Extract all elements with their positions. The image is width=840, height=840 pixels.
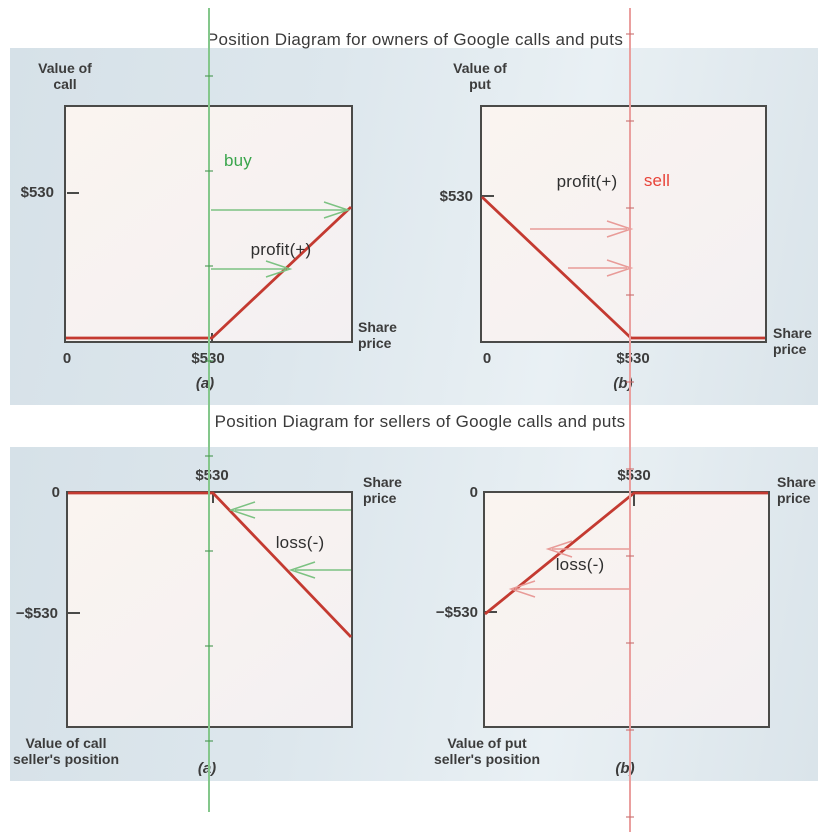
owners-put-zero-label: 0 bbox=[482, 350, 492, 367]
sellers-call-xaxis-label: Share price bbox=[363, 474, 402, 506]
sellers-call-payoff-line bbox=[68, 491, 353, 638]
sellers-put-caption: Value of put seller's position bbox=[433, 735, 541, 767]
owners-put-ytick-label: $530 bbox=[439, 188, 473, 205]
sell-label: sell bbox=[643, 171, 671, 190]
sellers-call-caption: Value of call seller's position bbox=[12, 735, 120, 767]
loss-arrowhead bbox=[508, 580, 536, 598]
loss-arrowhead bbox=[228, 501, 256, 519]
buy-label: buy bbox=[224, 151, 253, 170]
sellers-call-zero-label: 0 bbox=[51, 484, 60, 501]
loss-label: loss(-) bbox=[555, 555, 605, 574]
loss-label: loss(-) bbox=[275, 533, 325, 552]
sellers-title: Position Diagram for sellers of Google c… bbox=[214, 412, 626, 431]
sellers-call-neg-label: −$530 bbox=[15, 605, 58, 622]
owners-call-zero-label: 0 bbox=[62, 350, 72, 367]
loss-arrowhead bbox=[545, 540, 573, 558]
sellers-put-xaxis-label: Share price bbox=[777, 474, 816, 506]
owners-put-xaxis-label: Share price bbox=[773, 325, 812, 357]
sellers-put-neg-label: −$530 bbox=[435, 604, 478, 621]
sellers-put-zero-label: 0 bbox=[469, 484, 478, 501]
sellers-put-payoff-line bbox=[484, 491, 768, 616]
profit-arrowhead bbox=[265, 260, 293, 278]
owners-put-plot-area bbox=[480, 105, 767, 343]
profit-arrowhead bbox=[323, 201, 351, 219]
loss-arrowhead bbox=[288, 561, 316, 579]
owners-title: Position Diagram for owners of Google ca… bbox=[206, 30, 624, 49]
buy-overlay-line bbox=[205, 8, 213, 812]
owners-call-axis-title: Value of call bbox=[38, 60, 92, 92]
profit-label: profit(+) bbox=[556, 172, 618, 191]
sellers-put-strike-label: $530 bbox=[617, 467, 651, 484]
owners-call-xaxis-label: Share price bbox=[358, 319, 397, 351]
owners-put-axis-title: Value of put bbox=[453, 60, 507, 92]
profit-label: profit(+) bbox=[250, 240, 312, 259]
sell-overlay-line bbox=[626, 8, 634, 832]
owners-call-ytick-label: $530 bbox=[20, 184, 54, 201]
